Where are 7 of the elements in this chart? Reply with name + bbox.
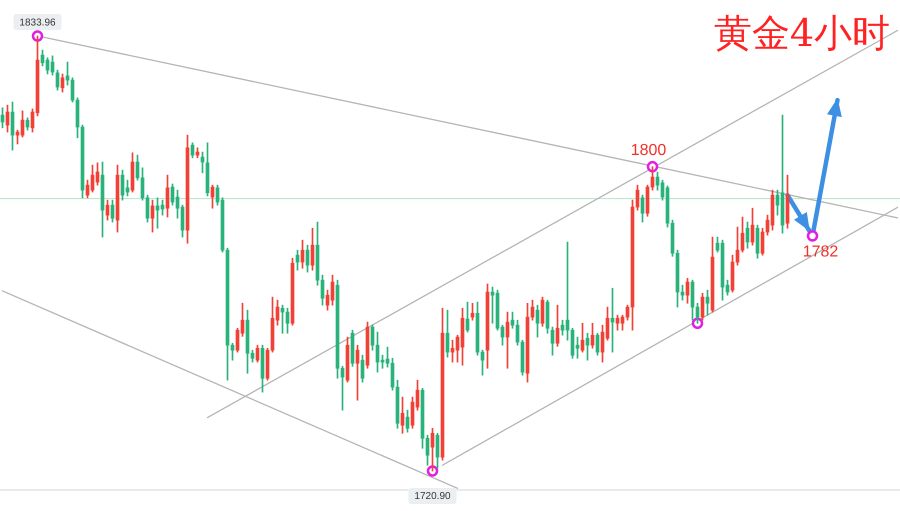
data-label: 1720.90 [414,491,452,502]
candlestick [610,288,614,352]
candlestick [356,344,360,401]
data-label: 1833.96 [19,17,56,28]
data-label: 1782 [802,243,838,260]
chart-title: 黄金4小时 [714,11,890,55]
data-label: 1800 [630,142,666,160]
